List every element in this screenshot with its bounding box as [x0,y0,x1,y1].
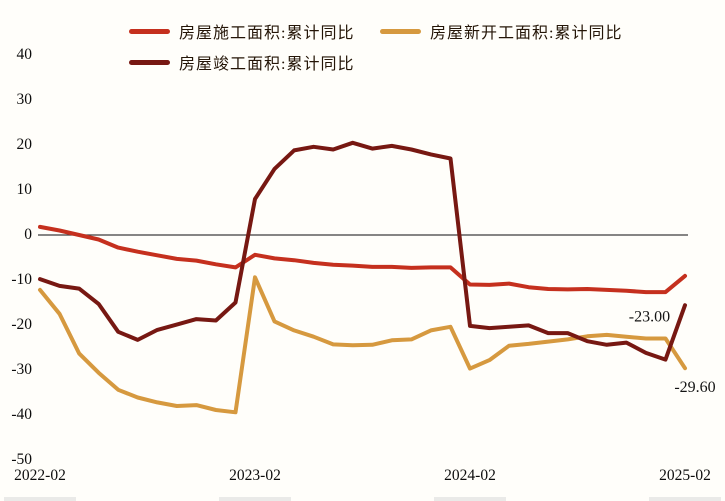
y-tick-label--20: -20 [11,316,32,333]
series-line-new-starts [38,275,687,415]
y-tick-label--50: -50 [11,451,32,468]
y-tick-label-0: 0 [24,226,32,243]
legend-item-construction-area: 房屋施工面积:累计同比 [129,19,354,43]
legend-label-completion: 房屋竣工面积:累计同比 [179,56,355,73]
x-tick-label-2025-02: 2025-02 [659,467,711,484]
y-tick-label-40: 40 [16,46,33,63]
legend-label-new-starts: 房屋新开工面积:累计同比 [430,25,623,42]
series-line-construction [38,224,687,295]
bottom-edge-bar [434,497,506,501]
legend-swatch-construction-red [129,28,170,34]
bottom-edge-bar [4,497,76,501]
y-tick-label-20: 20 [16,136,33,153]
x-tick-label-2022-02: 2022-02 [14,467,66,484]
data-label-annotation: -23.00 [629,309,670,326]
y-tick-label--10: -10 [11,271,32,288]
x-tick-label-2024-02: 2024-02 [444,467,496,484]
series-line-completion [38,140,687,362]
legend-label-construction: 房屋施工面积:累计同比 [179,25,355,42]
y-tick-label-30: 30 [16,91,33,108]
legend-swatch-new-starts-orange [380,28,421,34]
data-label-annotation: -29.60 [674,379,715,396]
y-tick-label--40: -40 [11,406,32,423]
legend-swatch-completion-darkred [129,59,170,65]
y-tick-label--30: -30 [11,361,32,378]
y-tick-label-10: 10 [16,181,33,198]
bottom-edge-bar [219,497,291,501]
x-tick-label-2023-02: 2023-02 [229,467,281,484]
legend-item-completion-area: 房屋竣工面积:累计同比 [129,50,354,74]
bottom-edge-bar [649,497,721,501]
legend-item-new-starts-area: 房屋新开工面积:累计同比 [380,19,622,43]
